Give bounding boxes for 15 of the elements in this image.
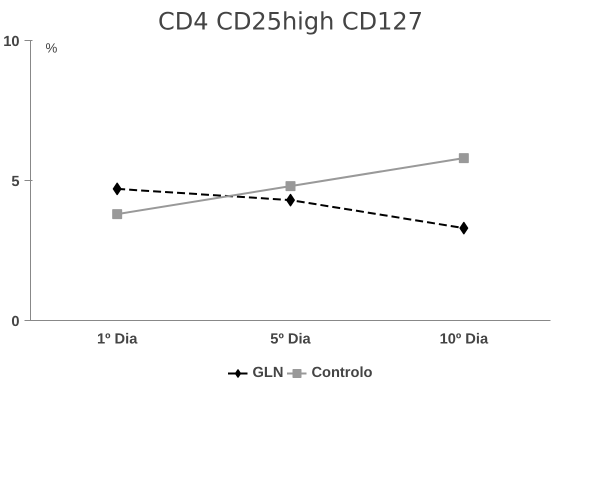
y-axis-title: % <box>46 40 58 56</box>
chart-title: CD4 CD25high CD127 <box>158 8 423 36</box>
x-tick-label: 10º Dia <box>440 332 489 348</box>
legend-label: Controlo <box>311 364 372 380</box>
y-tick-label: 0 <box>11 314 20 330</box>
point <box>112 209 122 220</box>
point <box>458 153 469 164</box>
y-tick-label: 5 <box>11 174 20 190</box>
x-tick-label: 5º Dia <box>270 332 312 348</box>
x-tick-label: 1º Dia <box>96 332 138 348</box>
legend-label: GLN <box>252 364 284 380</box>
point <box>459 222 468 235</box>
point <box>286 181 296 192</box>
point <box>112 182 122 196</box>
y-tick-label: 10 <box>3 34 20 50</box>
